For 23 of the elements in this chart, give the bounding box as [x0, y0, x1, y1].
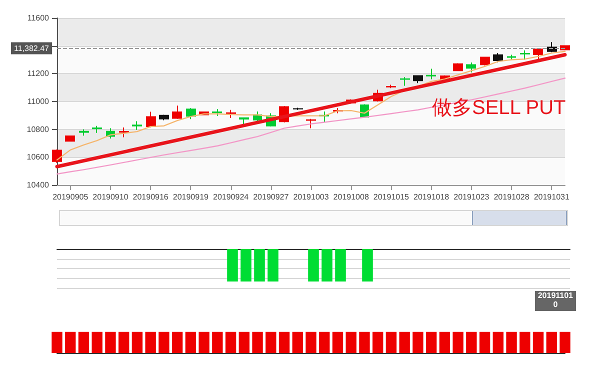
x-tick-label: 20191023 [454, 192, 490, 202]
y-tick-label: 11600 [27, 14, 50, 22]
x-tick-label: 20190924 [212, 192, 250, 202]
ref-line-label: 11,382.47 [14, 44, 50, 53]
y-tick-label: 10800 [26, 124, 50, 134]
y-tick-label: 10600 [26, 152, 50, 162]
x-tick-label: 20191003 [293, 192, 330, 202]
x-tick-label: 20190916 [132, 192, 169, 202]
y-tick-label: 10400 [26, 180, 50, 190]
x-tick-label: 20191031 [534, 192, 570, 202]
x-tick-label: 20190910 [92, 192, 129, 202]
x-tick-label: 20191015 [373, 192, 410, 202]
y-tick-label: 11000 [27, 97, 50, 106]
y-tick-label: 11200 [27, 69, 50, 78]
x-tick-label: 20190905 [52, 192, 89, 202]
text: 20191101 [538, 291, 573, 301]
x-tick-label: 20191018 [414, 192, 450, 202]
x-tick-label: 20191008 [333, 192, 370, 202]
text: 0 [552, 300, 559, 310]
x-tick-label: 20190919 [172, 192, 210, 202]
x-tick-label: 20190927 [253, 192, 290, 202]
x-tick-label: 20191028 [494, 192, 530, 202]
annotation: 做多SELL PUT [432, 97, 566, 119]
